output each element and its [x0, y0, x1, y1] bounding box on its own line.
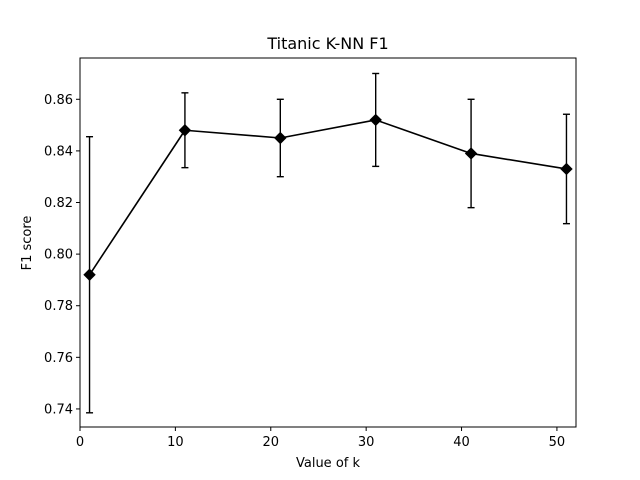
series-line: [88, 119, 567, 276]
x-tick-label: 0: [76, 435, 84, 450]
chart-title: Titanic K-NN F1: [266, 34, 388, 53]
x-tick-label: 20: [262, 435, 279, 450]
y-tick-label: 0.82: [44, 196, 73, 211]
data-point: [274, 131, 287, 145]
y-tick-label: 0.84: [44, 144, 73, 159]
x-tick-label: 10: [167, 435, 184, 450]
y-tick-label: 0.74: [44, 402, 73, 417]
x-axis-label: Value of k: [296, 456, 360, 471]
y-tick-label: 0.80: [44, 248, 73, 263]
data-point: [464, 147, 478, 160]
data-point: [178, 124, 192, 137]
x-tick-label: 50: [549, 435, 566, 450]
axes-frame: [79, 57, 577, 428]
y-tick-label: 0.76: [44, 351, 73, 366]
x-tick-label: 40: [453, 435, 470, 450]
y-tick-label: 0.78: [44, 299, 73, 314]
y-axis-label: F1 score: [20, 216, 35, 271]
y-tick-label: 0.86: [44, 93, 73, 108]
data-point: [83, 268, 96, 281]
x-tick-label: 30: [358, 435, 375, 450]
plot-area: 0 10 20 30 40 50 0.74 0.76 0.78 0.80 0.82 0.84 0.86: [44, 57, 577, 450]
data-point: [560, 162, 573, 176]
data-point: [369, 113, 382, 127]
